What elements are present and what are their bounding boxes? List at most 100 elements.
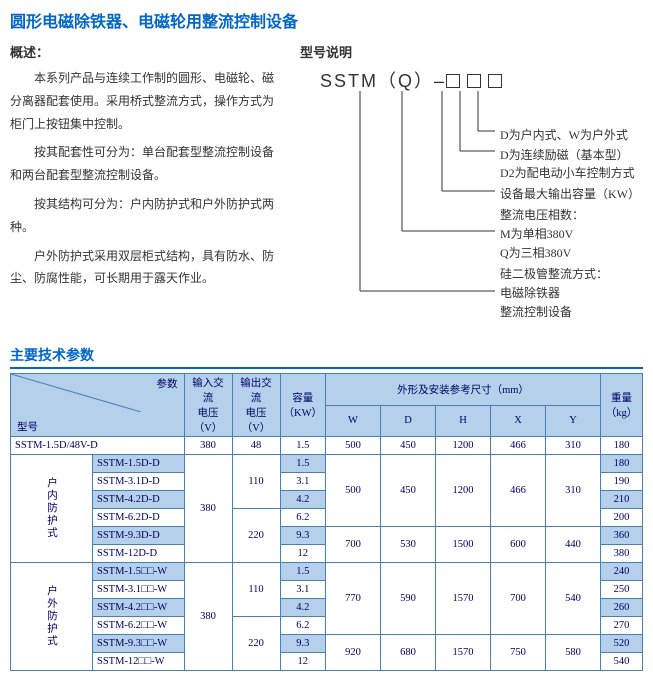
- cell: 6.2: [280, 617, 326, 635]
- model-label-8: 硅二极管整流方式：: [500, 265, 608, 283]
- cell: 540: [601, 653, 643, 671]
- cell-model: SSTM-12D-D: [93, 545, 185, 563]
- cell: 48: [232, 437, 280, 455]
- cell: 680: [381, 635, 436, 671]
- model-label-1: D为户内式、W为户外式: [500, 126, 628, 144]
- th-model: 型号: [17, 419, 38, 434]
- cell: 220: [232, 509, 280, 563]
- cell: 500: [326, 437, 381, 455]
- cell: 770: [326, 563, 381, 635]
- cell: 180: [601, 455, 643, 473]
- cell: 12: [280, 545, 326, 563]
- cell: 590: [381, 563, 436, 635]
- cell-model: SSTM-12□□-W: [93, 653, 185, 671]
- model-box-1: [446, 74, 460, 88]
- top-section: 概述： 本系列产品与连续工作制的圆形、电磁轮、磁分离器配套使用。采用桥式整流方式…: [10, 42, 643, 337]
- cell: 240: [601, 563, 643, 581]
- cell: 380: [184, 437, 232, 455]
- group-indoor: 户内防护式: [11, 455, 93, 563]
- table-header-row-1: 参数 型号 输入交流电压（V） 输出交流电压（V） 容量（KW） 外形及安装参考…: [11, 374, 643, 406]
- cell: 600: [491, 527, 546, 563]
- th-vout: 输出交流电压（V）: [232, 374, 280, 437]
- table-row: SSTM-1.5D/48V-D 380 48 1.5 500 450 1200 …: [11, 437, 643, 455]
- model-label-7: Q为三相380V: [500, 244, 571, 262]
- th-weight: 重量（kg）: [601, 374, 643, 437]
- cell: 700: [326, 527, 381, 563]
- th-cap: 容量（KW）: [280, 374, 326, 437]
- th-X: X: [491, 405, 546, 437]
- cell: 580: [546, 635, 601, 671]
- model-box-2: [467, 74, 481, 88]
- cell: 310: [546, 437, 601, 455]
- cell: 1.5: [280, 437, 326, 455]
- group-outdoor: 户外防护式: [11, 563, 93, 671]
- cell: 3.1: [280, 581, 326, 599]
- model-label-2: D为连续励磁（基本型）: [500, 146, 629, 164]
- overview-p1: 本系列产品与连续工作制的圆形、电磁轮、磁分离器配套使用。采用桥式整流方式，操作方…: [10, 67, 280, 135]
- cell: 1570: [436, 563, 491, 635]
- cell: 1500: [436, 527, 491, 563]
- model-label-6: M为单相380V: [500, 225, 573, 243]
- page-title: 圆形电磁除铁器、电磁轮用整流控制设备: [10, 8, 643, 32]
- cell-model: SSTM-1.5□□-W: [93, 563, 185, 581]
- model-diagram: SSTM（Q）– D为户内式、W为户外式 D为连续励磁（基本型） D2为配电动小…: [300, 67, 643, 337]
- model-code-prefix: SSTM（Q）–: [320, 71, 446, 91]
- cell: 4.2: [280, 599, 326, 617]
- model-label-4: 设备最大输出容量（KW）: [500, 185, 640, 203]
- cell: 1.5: [280, 563, 326, 581]
- cell: 920: [326, 635, 381, 671]
- cell: 4.2: [280, 491, 326, 509]
- th-W: W: [326, 405, 381, 437]
- cell: 540: [546, 563, 601, 635]
- th-D: D: [381, 405, 436, 437]
- th-Y: Y: [546, 405, 601, 437]
- cell: 1570: [436, 635, 491, 671]
- model-column: 型号说明 SSTM（Q）– D为户内式、W为户外式 D为连续励磁（基本型）: [300, 42, 643, 337]
- th-H: H: [436, 405, 491, 437]
- overview-heading: 概述：: [10, 42, 280, 61]
- model-box-3: [488, 74, 502, 88]
- cell: 466: [491, 455, 546, 527]
- cell: 3.1: [280, 473, 326, 491]
- table-row: 户内防护式 SSTM-1.5D-D 380 110 1.5 500 450 12…: [11, 455, 643, 473]
- cell: 530: [381, 527, 436, 563]
- cell-model: SSTM-1.5D/48V-D: [11, 437, 185, 455]
- table-row: SSTM-9.3D-D 9.3 700 530 1500 600 440 360: [11, 527, 643, 545]
- cell-model: SSTM-4.2D-D: [93, 491, 185, 509]
- th-diag: 参数 型号: [11, 374, 185, 437]
- cell-model: SSTM-9.3D-D: [93, 527, 185, 545]
- spec-heading: 主要技术参数: [10, 345, 643, 369]
- cell-model: SSTM-1.5D-D: [93, 455, 185, 473]
- overview-p4: 户外防护式采用双层柜式结构，具有防水、防尘、防腐性能，可长期用于露天作业。: [10, 245, 280, 291]
- cell: 220: [232, 617, 280, 671]
- cell-model: SSTM-3.1D-D: [93, 473, 185, 491]
- cell: 110: [232, 563, 280, 617]
- cell: 1200: [436, 455, 491, 527]
- cell: 500: [326, 455, 381, 527]
- cell: 260: [601, 599, 643, 617]
- cell: 310: [546, 455, 601, 527]
- cell: 250: [601, 581, 643, 599]
- th-param: 参数: [157, 376, 178, 391]
- cell: 700: [491, 563, 546, 635]
- th-dims: 外形及安装参考尺寸（mm）: [326, 374, 601, 406]
- cell: 450: [381, 437, 436, 455]
- table-row: SSTM-9.3□□-W 9.3 920 680 1570 750 580 52…: [11, 635, 643, 653]
- table-row: 户外防护式 SSTM-1.5□□-W 380 110 1.5 770 590 1…: [11, 563, 643, 581]
- model-heading: 型号说明: [300, 42, 643, 61]
- cell: 12: [280, 653, 326, 671]
- cell-model: SSTM-3.1□□-W: [93, 581, 185, 599]
- model-label-3: D2为配电动小车控制方式: [500, 164, 635, 182]
- cell-model: SSTM-4.2□□-W: [93, 599, 185, 617]
- cell: 380: [601, 545, 643, 563]
- cell: 1.5: [280, 455, 326, 473]
- cell-model: SSTM-9.3□□-W: [93, 635, 185, 653]
- cell: 9.3: [280, 527, 326, 545]
- cell: 380: [184, 455, 232, 563]
- model-code: SSTM（Q）–: [320, 67, 502, 93]
- cell: 450: [381, 455, 436, 527]
- cell: 190: [601, 473, 643, 491]
- th-vin: 输入交流电压（V）: [184, 374, 232, 437]
- cell: 180: [601, 437, 643, 455]
- cell: 270: [601, 617, 643, 635]
